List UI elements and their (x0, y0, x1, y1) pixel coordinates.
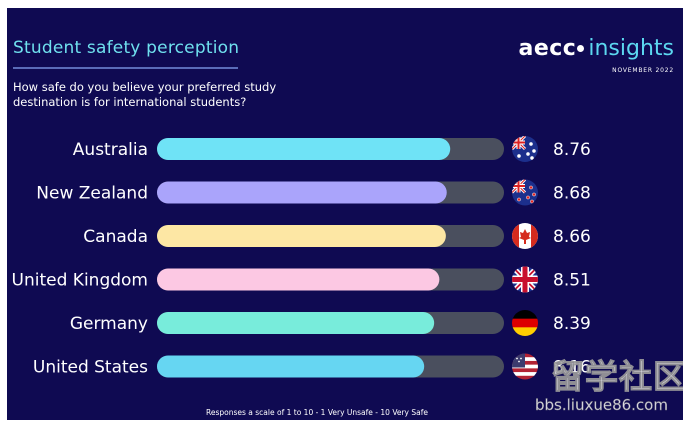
flag-canada-icon (512, 223, 538, 249)
bar-row-canada: Canada 8.66 (83, 223, 591, 249)
bar-united-states (157, 355, 425, 378)
value-label-germany: 8.39 (553, 314, 591, 334)
brand-logo: aecc insights (519, 36, 675, 61)
brand-dot-icon (577, 44, 585, 52)
category-label-germany: Germany (70, 314, 148, 334)
flag-australia-icon (512, 136, 538, 162)
chart-panel: Student safety perception How safe do yo… (7, 8, 683, 420)
flag-germany-icon (512, 310, 538, 336)
chart-title: Student safety perception (13, 38, 240, 58)
value-label-new-zealand: 8.68 (553, 184, 591, 204)
bar-row-germany: Germany 8.39 (70, 310, 591, 336)
bar-new-zealand (157, 181, 447, 204)
chart-subtitle: How safe do you believe your preferred s… (13, 80, 277, 109)
bar-germany (157, 312, 435, 334)
brand-name: aecc (518, 36, 577, 61)
watermark: 留学社区 bbs.liuxue86.com (517, 350, 683, 420)
category-label-australia: Australia (73, 140, 148, 160)
value-label-australia: 8.76 (553, 140, 591, 160)
scale-footnote: Responses a scale of 1 to 10 - 1 Very Un… (205, 408, 428, 417)
watermark-url: bbs.liuxue86.com (535, 396, 668, 414)
flag-united-kingdom-icon (512, 266, 538, 293)
report-date: NOVEMBER 2022 (612, 67, 674, 74)
brand-suffix: insights (588, 36, 674, 61)
value-label-canada: 8.66 (553, 227, 591, 247)
value-label-united-kingdom: 8.51 (553, 271, 591, 291)
category-label-united-kingdom: United Kingdom (12, 271, 148, 291)
bar-row-united-kingdom: United Kingdom 8.51 (12, 266, 591, 293)
category-label-new-zealand: New Zealand (36, 184, 148, 204)
bar-australia (157, 138, 451, 160)
flag-united-states-icon (512, 353, 538, 380)
bar-row-australia: Australia 8.76 (73, 136, 591, 162)
category-label-united-states: United States (33, 358, 148, 378)
watermark-text: 留学社区 (551, 357, 684, 397)
value-label-united-states: 8.16 (553, 358, 591, 378)
bar-row-new-zealand: New Zealand 8.68 (36, 179, 591, 206)
bar-chart: Australia 8.76 New Zealand 8.68 Canada 8.66 Un… (12, 136, 591, 380)
title-underline (13, 67, 238, 69)
flag-new-zealand-icon (512, 179, 538, 206)
bar-row-united-states: United States 8.16 (33, 353, 591, 380)
bar-canada (157, 225, 446, 247)
category-label-canada: Canada (83, 227, 148, 247)
bar-united-kingdom (157, 268, 440, 291)
